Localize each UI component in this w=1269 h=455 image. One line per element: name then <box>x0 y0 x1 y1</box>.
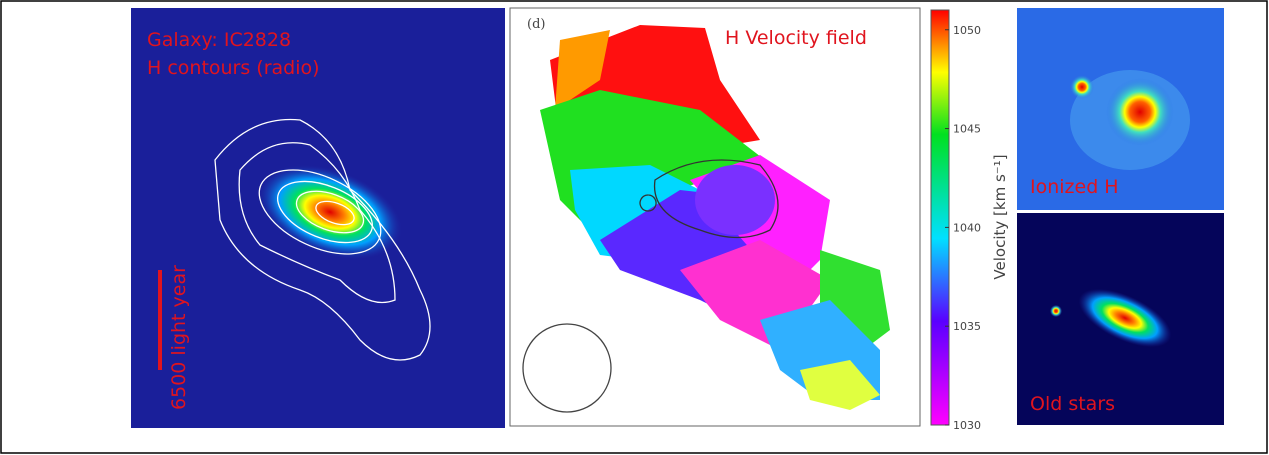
colorbar-tick-label: 1045 <box>953 123 981 136</box>
galaxy-name: Galaxy: IC2828 <box>147 29 291 51</box>
ionized-label: Ionized H <box>1030 176 1119 198</box>
colorbar-tick-label: 1035 <box>953 320 981 333</box>
ionized-core <box>1106 78 1174 146</box>
scale-label: 6500 light year <box>168 265 190 410</box>
ionized-knot <box>1070 75 1094 99</box>
figure: Galaxy: IC2828 H contours (radio) 6500 l… <box>0 0 1269 455</box>
velocity-title: H Velocity field <box>725 27 867 49</box>
panel-label: (d) <box>527 17 545 32</box>
contour-label: H contours (radio) <box>147 57 320 79</box>
stars-label: Old stars <box>1030 393 1115 415</box>
colorbar-tick-label: 1030 <box>953 419 981 432</box>
colorbar-tick-label: 1040 <box>953 221 981 234</box>
colorbar <box>931 10 949 425</box>
colorbar-tick-label: 1050 <box>953 24 981 37</box>
star <box>1050 305 1062 317</box>
colorbar-label: Velocity [km s⁻¹] <box>991 154 1009 279</box>
